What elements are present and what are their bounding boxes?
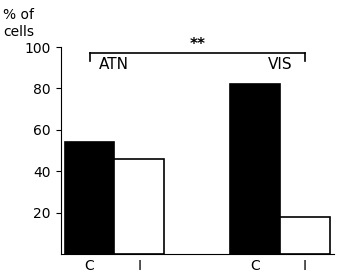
Text: VIS: VIS — [268, 57, 292, 72]
Bar — [114, 159, 164, 254]
Bar — [230, 84, 280, 254]
Text: % of
cells: % of cells — [3, 8, 34, 39]
Text: **: ** — [189, 37, 205, 52]
Bar — [65, 142, 114, 254]
Text: ATN: ATN — [99, 57, 129, 72]
Bar — [280, 217, 330, 254]
